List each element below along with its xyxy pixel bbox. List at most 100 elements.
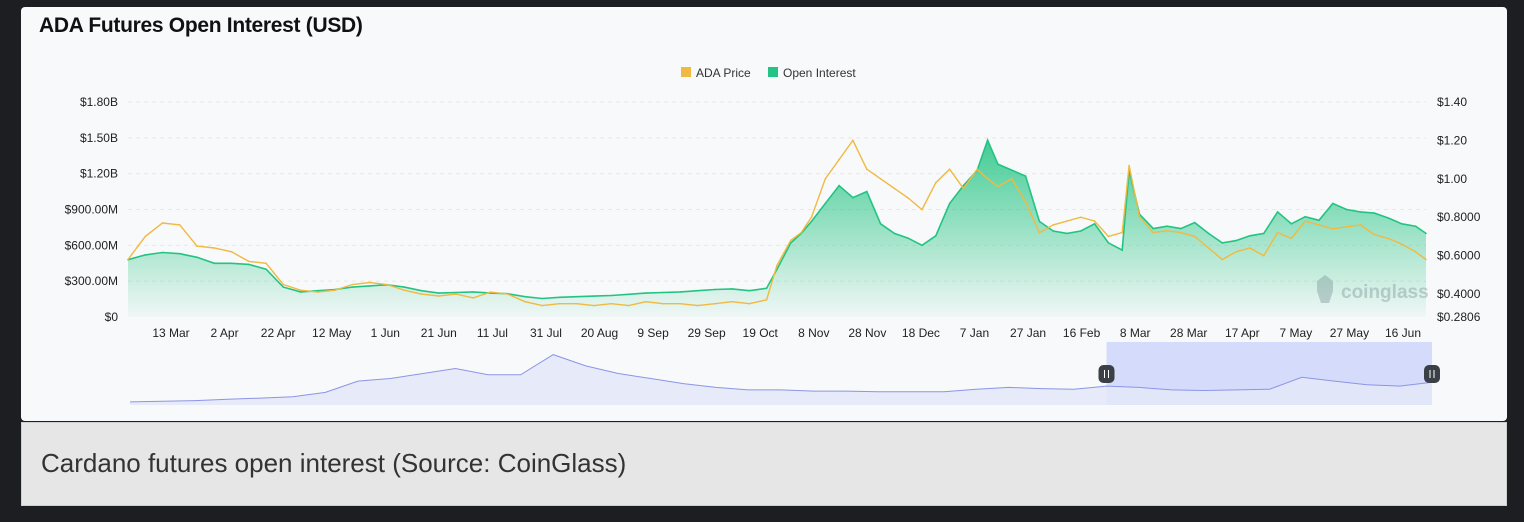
open-interest-point bbox=[248, 263, 250, 266]
x-tick-label: 12 May bbox=[312, 326, 351, 340]
open-interest-point bbox=[679, 291, 682, 293]
ada-price-point bbox=[368, 281, 371, 284]
ada-price-point bbox=[800, 231, 802, 234]
x-axis: 13 Mar 2 Apr 22 Apr 12 May 1 Jun 21 Jun 11 Jul… bbox=[152, 326, 1421, 340]
open-interest-point bbox=[1024, 175, 1027, 177]
open-interest-point bbox=[282, 286, 285, 288]
y-left-tick-label: $1.50B bbox=[80, 131, 118, 145]
ada-price-point bbox=[386, 283, 388, 286]
open-interest-point bbox=[962, 184, 965, 187]
open-interest-point bbox=[866, 190, 868, 193]
ada-price-point bbox=[714, 302, 716, 305]
open-interest-point bbox=[935, 235, 937, 237]
open-interest-point bbox=[1193, 221, 1196, 224]
ada-price-point bbox=[1359, 224, 1362, 226]
ada-price-point bbox=[1318, 224, 1320, 226]
x-tick-label: 22 Apr bbox=[261, 326, 296, 340]
open-interest-point bbox=[1263, 232, 1265, 235]
ada-price-point bbox=[1304, 220, 1306, 222]
ada-price-point bbox=[524, 300, 526, 303]
navigator-right-handle[interactable] bbox=[1424, 365, 1440, 383]
y-left-tick-label: $1.20B bbox=[80, 167, 118, 181]
ada-price-point bbox=[1276, 231, 1279, 234]
open-interest-point bbox=[986, 139, 989, 141]
y-left-tick-label: $600.00M bbox=[65, 238, 118, 252]
open-interest-point bbox=[1290, 223, 1293, 225]
ada-price-point bbox=[838, 158, 840, 161]
open-interest-point bbox=[1373, 212, 1375, 214]
ada-price-point bbox=[334, 289, 336, 292]
x-tick-label: 20 Aug bbox=[581, 326, 618, 340]
open-interest-point bbox=[879, 223, 882, 225]
open-interest-point bbox=[1276, 211, 1279, 213]
open-interest-area bbox=[128, 140, 1426, 317]
y-right-tick-label: $0.4000 bbox=[1437, 287, 1481, 301]
y-left-tick-label: $900.00M bbox=[65, 203, 118, 217]
navigator[interactable] bbox=[129, 342, 1440, 405]
caption-text: Cardano futures open interest (Source: C… bbox=[41, 448, 627, 478]
y-right-tick-label: $1.40 bbox=[1437, 95, 1467, 109]
x-tick-label: 29 Sep bbox=[688, 326, 726, 340]
open-interest-point bbox=[1359, 211, 1362, 213]
handle-body bbox=[1424, 365, 1440, 383]
open-interest-line bbox=[127, 137, 1427, 300]
ada-price-point bbox=[1425, 258, 1427, 261]
ada-price-point bbox=[893, 187, 896, 190]
y-right-tick-label: $0.6000 bbox=[1437, 249, 1481, 263]
open-interest-point bbox=[696, 289, 699, 292]
ada-price-point bbox=[1373, 233, 1375, 236]
ada-price-point bbox=[1263, 254, 1265, 257]
open-interest-point bbox=[1180, 227, 1182, 230]
ada-price-point bbox=[748, 302, 751, 305]
open-interest-point bbox=[1121, 249, 1123, 251]
open-interest-point bbox=[765, 287, 768, 290]
ada-price-point bbox=[1221, 258, 1224, 261]
open-interest-point bbox=[824, 202, 827, 205]
open-interest-point bbox=[1207, 232, 1210, 235]
ada-price-point bbox=[317, 291, 319, 293]
ada-price-point bbox=[420, 293, 423, 295]
open-interest-point bbox=[472, 291, 475, 293]
x-tick-label: 16 Jun bbox=[1385, 326, 1421, 340]
open-interest-point bbox=[1304, 215, 1306, 218]
ada-price-point bbox=[558, 302, 561, 305]
open-interest-point bbox=[997, 163, 999, 165]
ada-price-point bbox=[879, 178, 882, 180]
ada-price-point bbox=[1207, 247, 1210, 249]
chart-card: ADA Futures Open Interest (USD) $0 $300.0… bbox=[21, 7, 1507, 421]
open-interest-point bbox=[1414, 225, 1417, 227]
ada-price-point bbox=[593, 304, 595, 307]
ada-price-point bbox=[935, 181, 937, 184]
ada-price-point bbox=[790, 239, 792, 242]
ada-price-point bbox=[852, 139, 854, 142]
ada-price-point bbox=[455, 293, 457, 295]
navigator-left-handle[interactable] bbox=[1098, 365, 1115, 383]
chart-svg: $0 $300.00M $600.00M $900.00M $1.20B $1.50B $1… bbox=[65, 66, 1481, 405]
open-interest-point bbox=[1401, 223, 1403, 225]
ada-price-point bbox=[610, 302, 613, 305]
y-right-tick-label: $0.8000 bbox=[1437, 210, 1481, 224]
y-right-tick-label: $0.2806 bbox=[1437, 310, 1481, 324]
open-interest-point bbox=[1038, 220, 1041, 223]
ada-price-point bbox=[1290, 237, 1293, 240]
ada-price-point bbox=[299, 289, 302, 292]
open-interest-point bbox=[1107, 242, 1110, 244]
y-left-tick-label: $300.00M bbox=[65, 274, 118, 288]
x-tick-label: 7 May bbox=[1280, 326, 1313, 340]
ada-price-point bbox=[731, 300, 733, 303]
ada-price-point bbox=[1121, 231, 1123, 234]
open-interest-point bbox=[1345, 208, 1348, 211]
ada-price-point bbox=[161, 222, 164, 224]
ada-price-point bbox=[765, 299, 768, 301]
open-interest-point bbox=[1221, 242, 1224, 244]
open-interest-point bbox=[179, 252, 181, 255]
ada-price-point bbox=[1107, 235, 1110, 238]
legend[interactable]: ADA Price Open Interest bbox=[681, 66, 856, 80]
x-tick-label: 8 Nov bbox=[798, 326, 829, 340]
ada-price-point bbox=[810, 216, 813, 218]
open-interest-point bbox=[610, 294, 613, 297]
ada-price-point bbox=[696, 304, 699, 307]
x-tick-label: 19 Oct bbox=[743, 326, 779, 340]
open-interest-point bbox=[645, 292, 647, 294]
ada-price-point bbox=[1249, 247, 1251, 249]
